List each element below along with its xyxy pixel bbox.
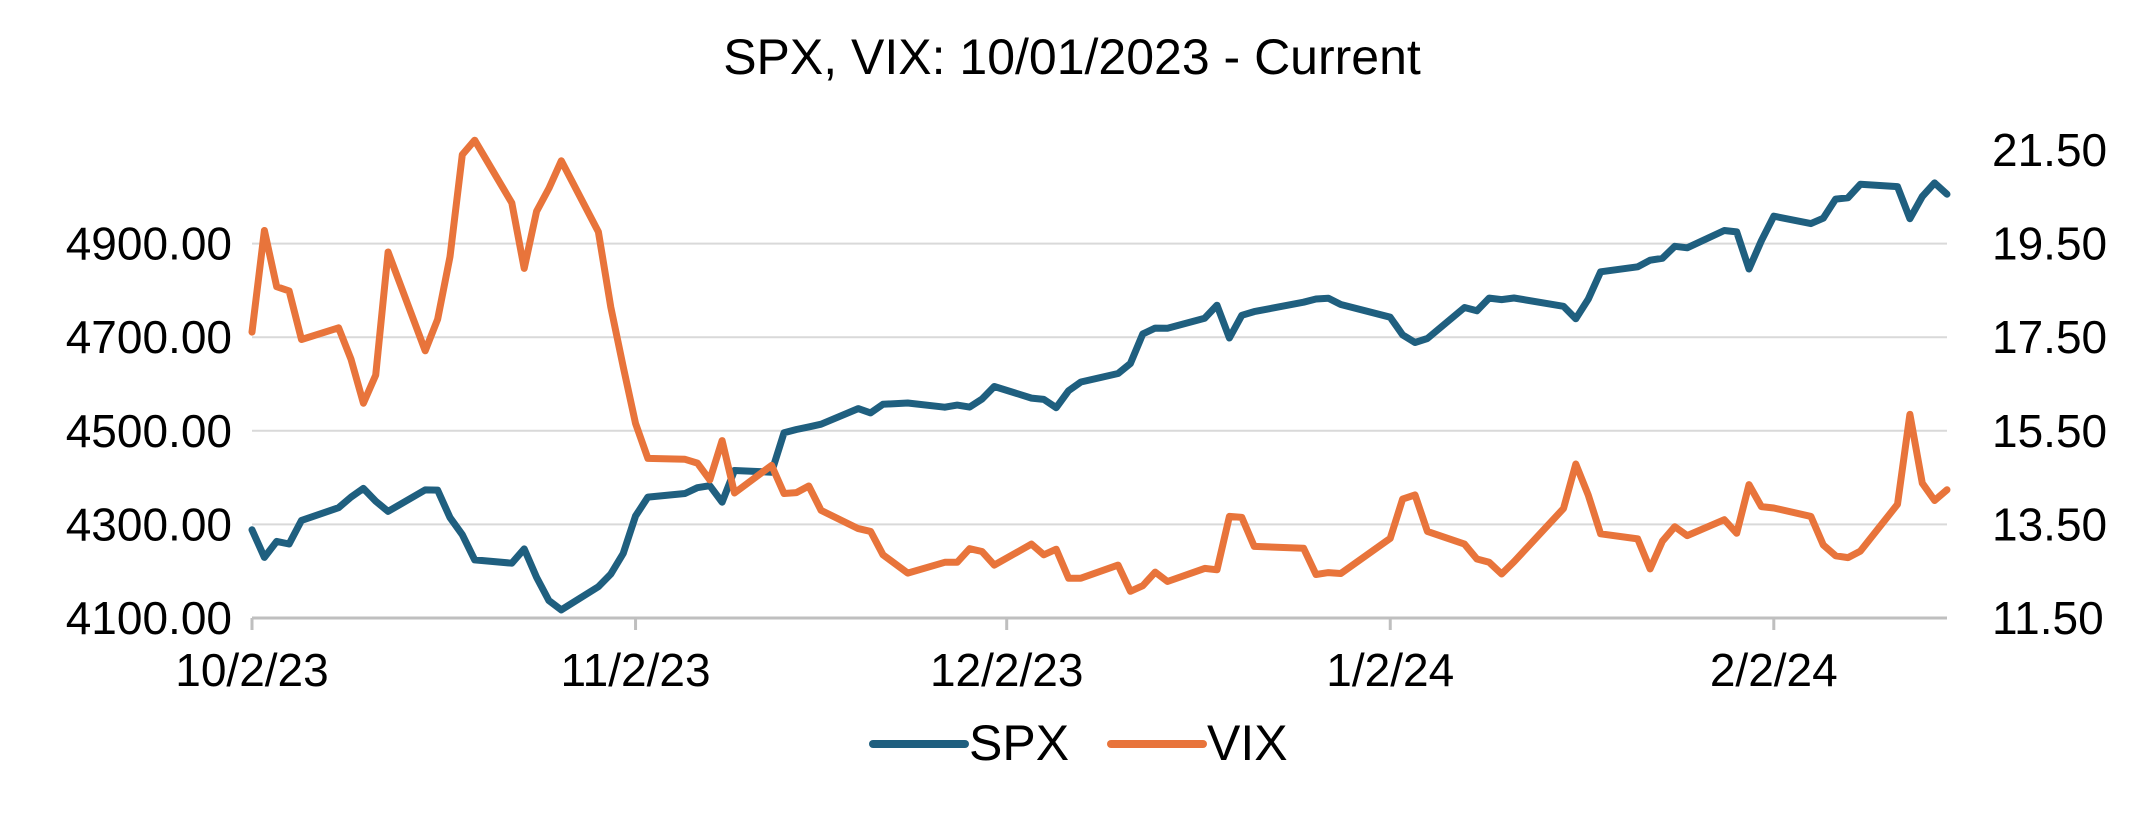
x-tick-label: 1/2/24 <box>1326 644 1454 696</box>
y-right-tick-label: 11.50 <box>1992 592 2104 644</box>
grid-layer <box>252 242 1947 526</box>
x-tick-label: 2/2/24 <box>1710 644 1838 696</box>
legend-label-spx: SPX <box>969 715 1069 771</box>
y-right-tick-label: 15.50 <box>1992 405 2107 457</box>
y-left-tick-label: 4900.00 <box>66 218 232 270</box>
series-line-vix <box>248 136 1951 595</box>
series-line-spx <box>248 179 1951 614</box>
y-left-tick-label: 4300.00 <box>66 498 232 550</box>
y-right-tick-label: 17.50 <box>1992 311 2107 363</box>
y-right-tick-label: 19.50 <box>1992 218 2107 270</box>
y-right-tick-label: 13.50 <box>1992 498 2107 550</box>
series-layer <box>248 136 1951 614</box>
x-tick-label: 10/2/23 <box>175 644 328 696</box>
legend-label-vix: VIX <box>1207 715 1288 771</box>
y-left-tick-label: 4700.00 <box>66 311 232 363</box>
x-tick-label: 12/2/23 <box>930 644 1083 696</box>
axis-layer: 4100.00 4300.00 4500.00 4700.00 4900.00 11.50… <box>66 124 2107 696</box>
y-left-tick-label: 4100.00 <box>66 592 232 644</box>
y-right-tick-label: 21.50 <box>1992 124 2107 176</box>
legend: SPX VIX <box>869 715 1288 771</box>
x-tick-label: 11/2/23 <box>561 644 711 696</box>
y-left-tick-label: 4500.00 <box>66 405 232 457</box>
chart-title: SPX, VIX: 10/01/2023 - Current <box>723 29 1421 85</box>
